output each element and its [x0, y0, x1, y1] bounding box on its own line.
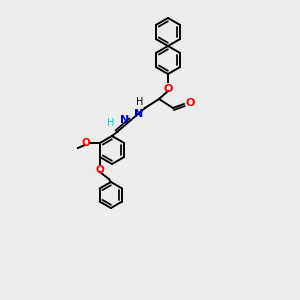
Text: O: O [81, 138, 90, 148]
Text: H: H [106, 118, 114, 128]
Text: H: H [136, 97, 143, 107]
Text: O: O [95, 165, 104, 175]
Text: O: O [163, 84, 173, 94]
Text: N: N [120, 115, 129, 125]
Text: N: N [134, 109, 143, 119]
Text: O: O [186, 98, 195, 108]
